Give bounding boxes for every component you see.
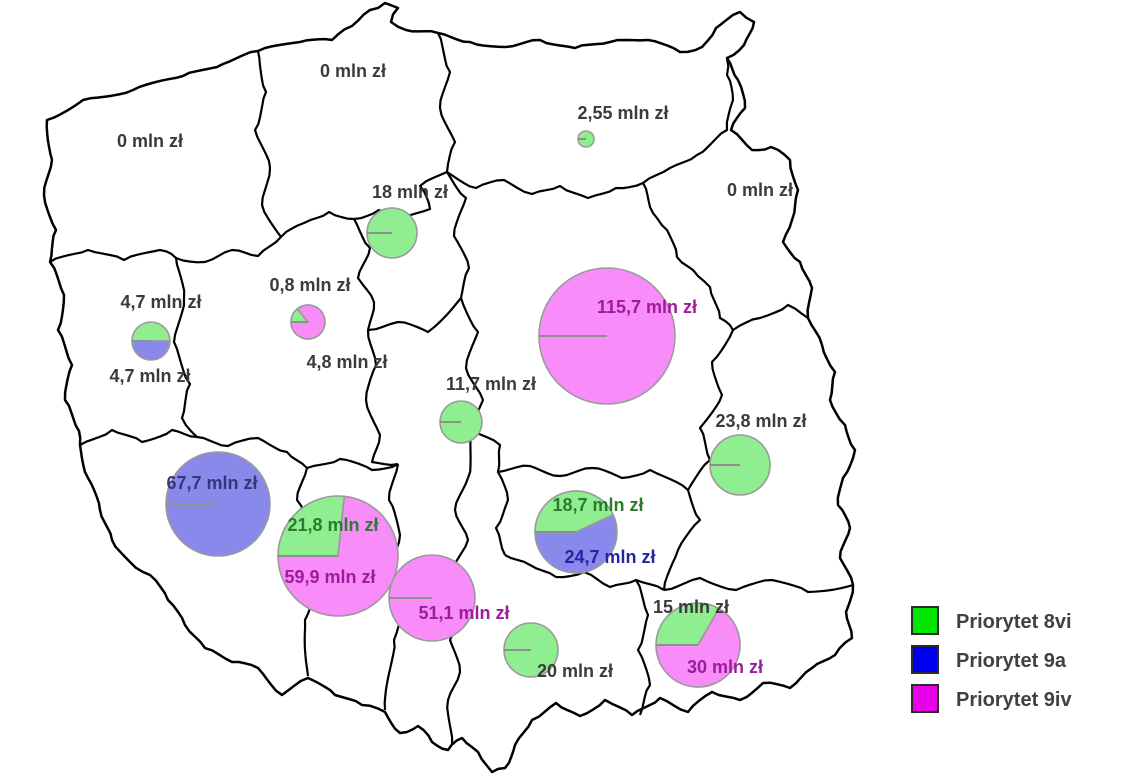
- pie-slaskie: [388, 554, 476, 642]
- pie-wielkopolskie: [290, 304, 326, 340]
- voivodeship-border-11: [353, 218, 376, 331]
- voivodeship-border-22: [494, 471, 510, 556]
- voivodeship-border-0: [253, 50, 282, 238]
- value-label-dolnoslaskie-0: 67,7 mln zł: [166, 473, 257, 493]
- value-label-lodzkie-0: 11,7 mln zł: [446, 374, 536, 394]
- voivodeship-border-19: [732, 303, 809, 331]
- value-labels: 0 mln zł 0 mln zł 2,55 mln zł 0 mln zł 18 ml…: [109, 61, 806, 681]
- pie-malopolskie: [503, 622, 559, 678]
- poland-outline: [42, 1, 857, 774]
- pie-lubuskie: [131, 321, 171, 361]
- voivodeship-border-3: [49, 236, 282, 264]
- legend-label-0: Priorytet 8vi: [956, 611, 1072, 633]
- legend-label-2: Priorytet 9iv: [956, 689, 1072, 711]
- voivodeship-border-14: [364, 329, 399, 467]
- map-borders: [42, 1, 857, 774]
- voivodeship-border-2: [280, 170, 448, 238]
- value-label-pomorskie-0: 0 mln zł: [320, 61, 386, 81]
- voivodeship-border-8: [306, 457, 399, 472]
- value-label-podkarpackie-0: 15 mln zł: [653, 597, 729, 617]
- value-label-kujawsko-pomorskie-0: 18 mln zł: [372, 182, 448, 202]
- region-pies: [131, 130, 771, 688]
- value-label-lubuskie-1: 4,7 mln zł: [109, 366, 190, 386]
- value-label-swietokrzyskie-1: 24,7 mln zł: [564, 547, 655, 567]
- pie-slice-9iv: [655, 607, 741, 688]
- value-label-swietokrzyskie-0: 18,7 mln zł: [552, 495, 643, 515]
- voivodeship-border-18: [642, 182, 734, 331]
- pie-mazowieckie: [538, 267, 676, 405]
- voivodeship-border-13: [367, 297, 462, 334]
- legend: Priorytet 8vi Priorytet 9a Priorytet 9iv: [911, 606, 1072, 713]
- voivodeship-border-15: [459, 297, 485, 479]
- voivodeship-border-21: [471, 430, 689, 491]
- pie-slice-9a: [131, 340, 171, 361]
- pie-slice-9a: [534, 513, 618, 574]
- voivodeship-border-25: [635, 579, 652, 716]
- pie-slice-8vi: [131, 321, 171, 342]
- pie-lodzkie: [439, 400, 483, 444]
- voivodeship-border-16: [446, 171, 644, 200]
- value-label-wielkopolskie-0: 0,8 mln zł: [269, 275, 350, 295]
- value-label-slaskie-0: 51,1 mln zł: [418, 603, 509, 623]
- value-label-opolskie-0: 21,8 mln zł: [287, 515, 378, 535]
- value-label-lubelskie-0: 23,8 mln zł: [715, 411, 806, 431]
- pie-kujawsko-pomorskie: [366, 207, 418, 259]
- pie-opolskie: [277, 495, 399, 617]
- voivodeship-border-12: [446, 171, 471, 299]
- legend-swatch-2: [911, 684, 939, 713]
- voivodeship-border-1: [437, 32, 457, 173]
- voivodeship-border-24: [663, 576, 854, 594]
- value-label-warminsko-mazurskie-0: 2,55 mln zł: [577, 103, 668, 123]
- value-label-podlaskie-0: 0 mln zł: [727, 180, 793, 200]
- voivodeship-border-5: [79, 428, 198, 446]
- value-label-opolskie-1: 59,9 mln zł: [284, 567, 375, 587]
- value-label-wielkopolskie-1: 4,8 mln zł: [306, 352, 387, 372]
- pie-dolnoslaskie: [165, 451, 271, 557]
- pie-podkarpackie: [655, 602, 741, 688]
- value-label-lubuskie-0: 4,7 mln zł: [120, 292, 201, 312]
- pie-lubelskie: [709, 434, 771, 496]
- voivodeship-border-4: [172, 257, 198, 438]
- legend-swatch-1: [911, 645, 939, 674]
- value-label-zachodniopomorskie-0: 0 mln zł: [117, 131, 183, 151]
- pie-slice-8vi: [277, 495, 346, 557]
- voivodeship-border-6: [196, 435, 308, 469]
- pie-warminsko-mazurskie: [577, 130, 595, 148]
- value-label-podkarpackie-1: 30 mln zł: [687, 657, 763, 677]
- value-label-malopolskie-0: 20 mln zł: [537, 661, 613, 681]
- pie-slice-8vi: [534, 490, 614, 533]
- pie-swietokrzyskie: [534, 490, 618, 574]
- value-label-mazowieckie-0: 115,7 mln zł: [597, 297, 697, 317]
- legend-swatch-0: [911, 606, 939, 635]
- voivodeship-border-17: [642, 57, 735, 184]
- legend-label-1: Priorytet 9a: [956, 650, 1067, 672]
